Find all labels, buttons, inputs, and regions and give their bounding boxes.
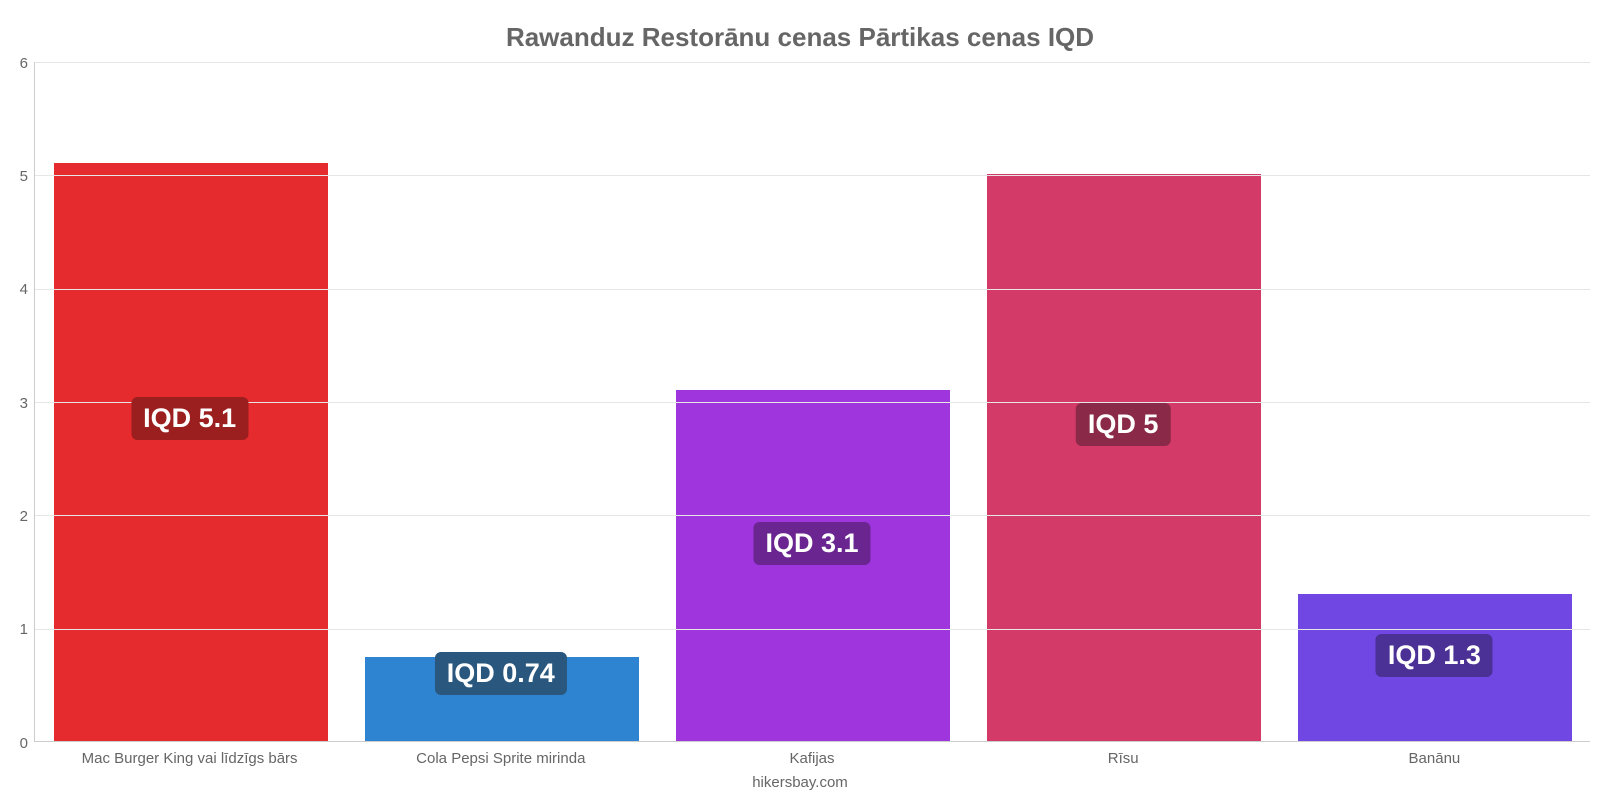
gridline <box>35 175 1590 176</box>
bar <box>54 163 328 741</box>
y-tick-label: 1 <box>6 621 28 638</box>
y-tick-label: 2 <box>6 508 28 525</box>
chart-footer: hikersbay.com <box>0 774 1600 791</box>
gridline <box>35 402 1590 403</box>
gridline <box>35 289 1590 290</box>
bar <box>676 390 950 741</box>
gridline <box>35 629 1590 630</box>
plot-area <box>34 62 1590 742</box>
bar <box>987 174 1261 741</box>
gridline <box>35 515 1590 516</box>
bar-value-label: IQD 1.3 <box>1376 634 1493 677</box>
x-tick-label: Rīsu <box>1108 750 1139 767</box>
y-tick-label: 4 <box>6 281 28 298</box>
bar-value-label: IQD 0.74 <box>435 652 567 695</box>
chart-title: Rawanduz Restorānu cenas Pārtikas cenas … <box>0 22 1600 53</box>
price-bar-chart: Rawanduz Restorānu cenas Pārtikas cenas … <box>0 0 1600 800</box>
x-tick-label: Banānu <box>1409 750 1461 767</box>
bar-value-label: IQD 5 <box>1076 403 1171 446</box>
y-tick-label: 3 <box>6 395 28 412</box>
y-tick-label: 0 <box>6 735 28 752</box>
x-tick-label: Kafijas <box>789 750 834 767</box>
gridline <box>35 62 1590 63</box>
x-tick-label: Cola Pepsi Sprite mirinda <box>416 750 585 767</box>
y-tick-label: 6 <box>6 55 28 72</box>
bar-value-label: IQD 3.1 <box>753 522 870 565</box>
y-tick-label: 5 <box>6 168 28 185</box>
x-tick-label: Mac Burger King vai līdzīgs bārs <box>82 750 298 767</box>
bar-value-label: IQD 5.1 <box>131 397 248 440</box>
